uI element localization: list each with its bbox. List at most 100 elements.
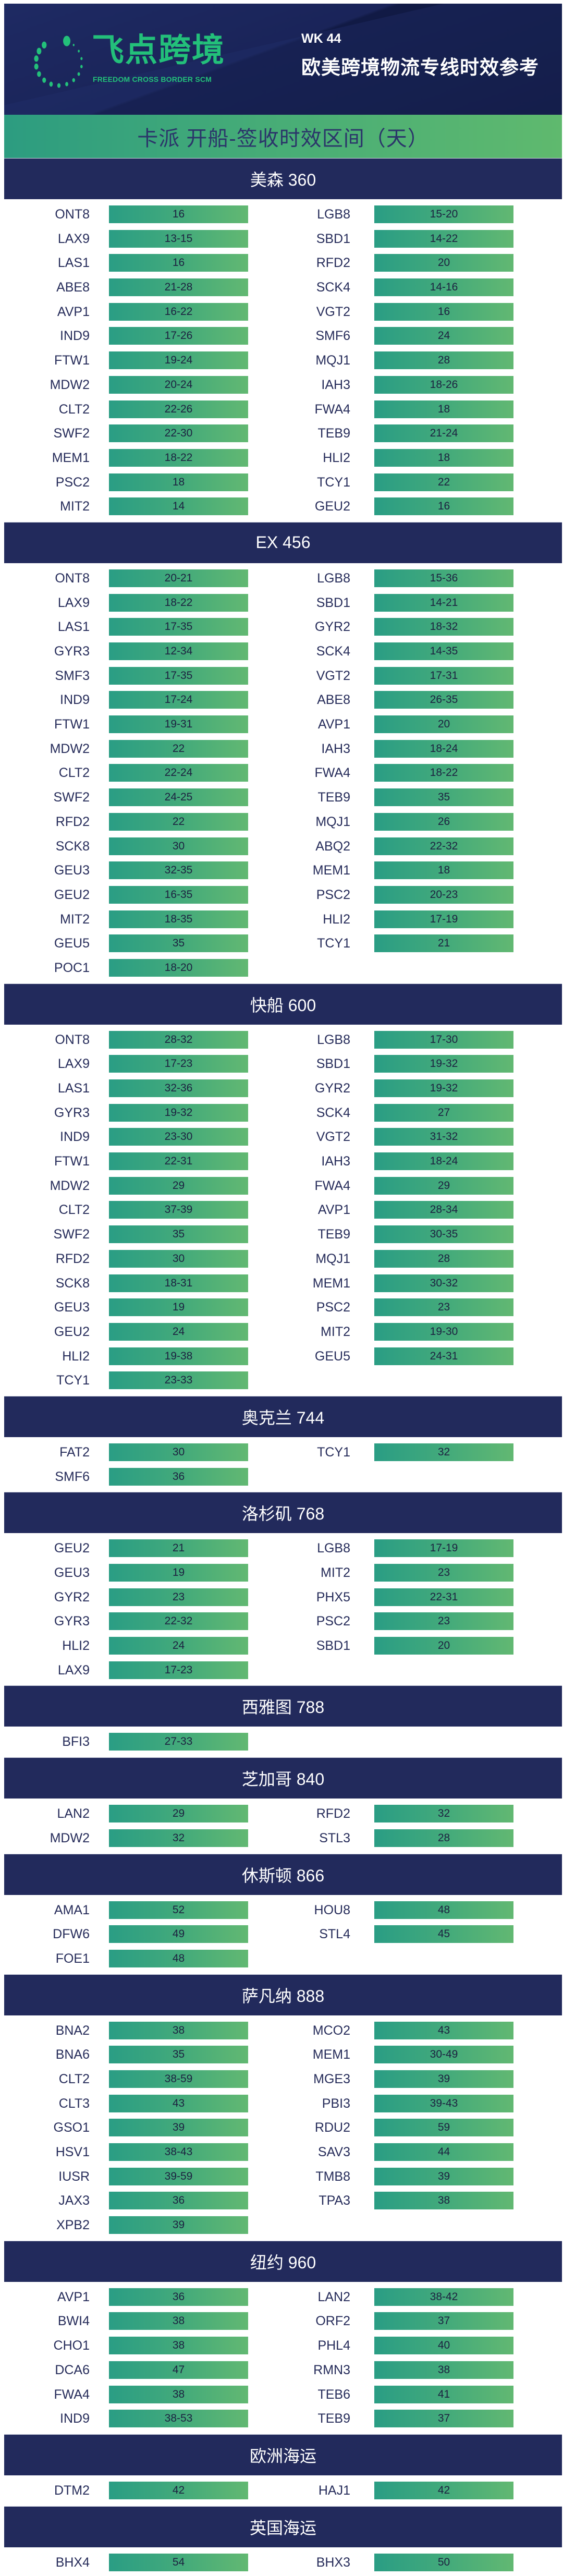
transit-days-bar: 24 [109,1322,248,1341]
warehouse-code: POC1 [54,960,90,975]
table-row: CLT2 22-26 FWA4 18 [4,400,562,425]
transit-days-bar: 20 [374,254,513,272]
transit-days-bar: 38-53 [109,2410,248,2428]
transit-days-bar: 22-30 [109,424,248,443]
warehouse-code: LGB8 [317,570,350,586]
section-header: 欧洲海运 [4,2434,562,2475]
section-rows: BFI3 27-33 [4,1727,562,1757]
warehouse-code: FOE1 [55,1951,90,1966]
logo: 飞点跨境 FREEDOM CROSS BORDER SCM [30,32,239,90]
table-row: PSC2 18 TCY1 22 [4,473,562,498]
logo-dot [78,50,80,53]
warehouse-code: CLT2 [58,765,90,781]
table-row: SCK8 30 ABQ2 22-32 [4,837,562,862]
transit-days-bar: 39 [109,2119,248,2137]
table-row: ONT8 20-21 LGB8 15-36 [4,569,562,594]
section: 芝加哥 840 LAN2 29 RFD2 32 MDW2 32 STL3 28 [4,1757,562,1853]
warehouse-code: IND9 [60,1129,90,1145]
logo-subtext: FREEDOM CROSS BORDER SCM [93,75,212,83]
transit-days-bar: 22-26 [109,400,248,418]
transit-days-bar: 39 [109,2216,248,2234]
warehouse-code: RDU2 [314,2120,350,2135]
section-rows: BHX4 54 BHX3 50 [4,2547,562,2576]
warehouse-code: MDW2 [50,377,90,392]
transit-days-bar: 18-24 [374,1152,513,1171]
warehouse-code: PSC2 [55,475,90,490]
logo-dot [63,35,71,46]
warehouse-code: BHX3 [316,2555,350,2570]
table-row: MEM1 18-22 HLI2 18 [4,448,562,473]
table-row: SWF2 22-30 TEB9 21-24 [4,424,562,449]
warehouse-code: ONT8 [55,1032,90,1047]
section-header: 芝加哥 840 [4,1757,562,1799]
transit-days-bar: 19 [109,1564,248,1582]
section-header: 快船 600 [4,983,562,1025]
warehouse-code: IAH3 [321,377,350,392]
transit-days-bar: 31-32 [374,1128,513,1146]
table-row: GYR2 23 PHX5 22-31 [4,1588,562,1613]
warehouse-code: SMF3 [55,668,90,683]
transit-days-bar: 24 [109,1637,248,1655]
transit-days-bar: 28-32 [109,1030,248,1049]
table-row: GEU2 16-35 PSC2 20-23 [4,885,562,910]
transit-days-bar: 23 [109,1588,248,1606]
transit-days-bar: 41 [374,2385,513,2403]
warehouse-code: TCY1 [317,1444,350,1460]
warehouse-code: LAX9 [57,1056,90,1072]
section: 西雅图 788 BFI3 27-33 [4,1685,562,1757]
warehouse-code: GEU2 [54,1541,90,1556]
section-header: 西雅图 788 [4,1685,562,1727]
transit-days-bar: 29 [109,1176,248,1195]
table-row: XPB2 39 [4,2216,562,2241]
section: 萨凡纳 888 BNA2 38 MCO2 43 BNA6 35 MEM1 30-49 CLT2 38… [4,1974,562,2241]
transit-days-bar: 59 [374,2119,513,2137]
warehouse-code: AMA1 [54,1902,90,1917]
section-header: 洛杉矶 768 [4,1492,562,1534]
warehouse-code: HAJ1 [318,2483,350,2498]
transit-days-bar: 22 [109,812,248,831]
transit-days-bar: 22 [109,739,248,758]
warehouse-code: SWF2 [53,426,90,441]
section-header: 纽约 960 [4,2240,562,2282]
transit-days-bar: 21-28 [109,278,248,297]
section-rows: FAT2 30 TCY1 32 SMF6 36 [4,1437,562,1492]
transit-days-bar: 19-32 [374,1055,513,1073]
table-row: GEU3 19 PSC2 23 [4,1298,562,1323]
section-rows: DTM2 42 HAJ1 42 [4,2475,562,2506]
transit-days-bar: 21-24 [374,424,513,443]
warehouse-code: LAS1 [57,1081,90,1096]
transit-days-bar: 19 [109,1298,248,1317]
warehouse-code: LAS1 [57,619,90,635]
warehouse-code: SWF2 [53,790,90,805]
table-row: MDW2 32 STL3 28 [4,1829,562,1854]
table-row: GYR3 12-34 SCK4 14-35 [4,642,562,667]
table-row: LAN2 29 RFD2 32 [4,1805,562,1829]
warehouse-code: CLT2 [58,1202,90,1218]
warehouse-code: GYR3 [54,1614,90,1629]
warehouse-code: PSC2 [316,887,350,902]
warehouse-code: GSO1 [53,2120,90,2135]
table-row: SWF2 24-25 TEB9 35 [4,788,562,813]
transit-days-bar: 35 [109,1225,248,1244]
transit-days-bar: 18-20 [109,958,248,977]
transit-days-bar: 17-26 [109,327,248,345]
logo-dot [72,78,75,82]
warehouse-code: RFD2 [55,1251,90,1266]
table-row: LAX9 17-23 SBD1 19-32 [4,1055,562,1079]
warehouse-code: GYR2 [314,619,350,635]
warehouse-code: HSV1 [55,2145,90,2159]
banner-title: 卡派 开船-签收时效区间（天） [4,115,562,158]
logo-dot [77,72,80,76]
warehouse-code: FTW1 [54,1154,90,1169]
warehouse-code: LAX9 [57,231,90,246]
section-rows: ONT8 28-32 LGB8 17-30 LAX9 17-23 SBD1 19-32 LAS1… [4,1025,562,1396]
warehouse-code: IND9 [60,329,90,344]
warehouse-code: CLT3 [58,2096,90,2111]
warehouse-code: LGB8 [317,1032,350,1047]
transit-days-bar: 29 [109,1805,248,1823]
transit-days-bar: 28-34 [374,1201,513,1219]
table-row: GEU3 32-35 MEM1 18 [4,861,562,886]
table-row: MDW2 29 FWA4 29 [4,1176,562,1201]
transit-days-bar: 17-30 [374,1030,513,1049]
transit-days-bar: 18 [109,473,248,491]
